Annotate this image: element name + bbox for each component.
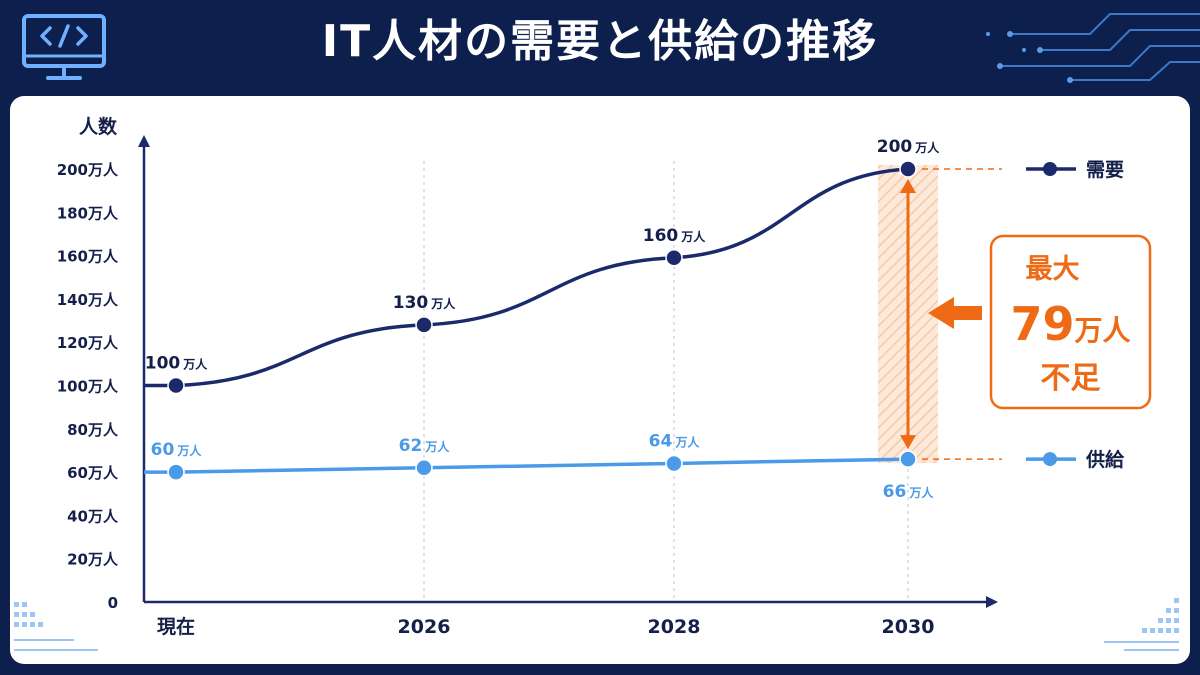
y-tick-label: 60万人 xyxy=(67,464,119,482)
data-label-需要: 200 万人 xyxy=(877,137,941,157)
y-tick-label: 40万人 xyxy=(67,507,119,525)
callout-pointer-arrow xyxy=(928,297,982,329)
x-tick-label: 2028 xyxy=(648,616,701,638)
y-tick-label: 200万人 xyxy=(57,161,119,179)
y-tick-label: 120万人 xyxy=(57,334,119,352)
data-point-需要 xyxy=(167,376,185,395)
y-tick-label: 80万人 xyxy=(67,421,119,439)
x-tick-label: 2030 xyxy=(882,616,935,638)
data-point-供給 xyxy=(665,454,683,473)
y-tick-label: 160万人 xyxy=(57,248,119,266)
data-label-需要: 100 万人 xyxy=(145,354,209,374)
y-tick-label: 140万人 xyxy=(57,291,119,309)
callout-line1: 最大 xyxy=(1026,254,1080,285)
data-point-需要 xyxy=(415,316,433,334)
legend-marker-供給 xyxy=(1043,452,1057,467)
callout-line3: 不足 xyxy=(1041,361,1101,396)
x-axis-arrow xyxy=(986,596,998,608)
data-label-需要: 160 万人 xyxy=(643,226,707,246)
gap-arrow-head-bottom xyxy=(900,435,916,450)
y-tick-label: 0 xyxy=(108,594,118,612)
x-tick-label: 2026 xyxy=(398,616,451,638)
data-label-需要: 130 万人 xyxy=(393,293,457,313)
dots-decoration-icon xyxy=(14,602,98,651)
data-point-供給 xyxy=(899,450,917,468)
dots-decoration-icon xyxy=(1104,598,1179,651)
data-label-供給: 60 万人 xyxy=(151,440,203,460)
y-axis-arrow xyxy=(138,135,150,147)
shortage-callout-box xyxy=(989,234,1152,410)
data-label-供給: 66 万人 xyxy=(883,482,935,502)
y-tick-label: 100万人 xyxy=(57,378,119,396)
x-tick-label: 現在 xyxy=(157,615,195,638)
page-title: IT人材の需要と供給の推移 xyxy=(321,16,879,67)
data-point-供給 xyxy=(415,459,433,477)
y-tick-label: 20万人 xyxy=(67,551,119,569)
data-label-供給: 64 万人 xyxy=(649,431,701,451)
header-bar: IT人材の需要と供給の推移 xyxy=(0,0,1200,92)
data-point-供給 xyxy=(167,463,185,481)
series-line-需要 xyxy=(144,167,909,388)
legend-label-需要: 需要 xyxy=(1086,159,1124,181)
chart-card: 人数 0 20万人 40万人 60万人 80万人 100万人 120万人 140万人 160万人 1… xyxy=(10,96,1190,664)
y-axis-title: 人数 xyxy=(79,115,118,138)
legend-label-供給: 供給 xyxy=(1085,448,1125,471)
circuit-lines-icon xyxy=(986,13,1200,83)
gap-arrow-head-top xyxy=(900,179,916,193)
data-point-需要 xyxy=(665,249,683,267)
data-point-需要 xyxy=(899,160,917,178)
series-line-供給 xyxy=(144,457,909,474)
code-monitor-icon xyxy=(22,14,106,80)
data-label-供給: 62 万人 xyxy=(399,436,451,456)
callout-amount: 79万人 xyxy=(1010,297,1130,351)
y-tick-label: 180万人 xyxy=(57,204,119,222)
legend-marker-需要 xyxy=(1043,162,1057,176)
line-chart: 人数 0 20万人 40万人 60万人 80万人 100万人 120万人 140万人 160万人 1… xyxy=(57,115,1152,638)
